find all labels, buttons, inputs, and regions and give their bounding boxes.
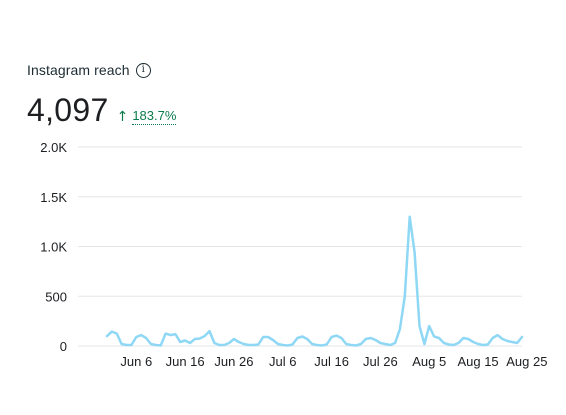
x-tick-label: Aug 25 xyxy=(506,354,547,369)
y-tick-label: 0 xyxy=(60,339,67,354)
chart-header: Instagram reach i xyxy=(27,62,151,78)
metric-summary: 4,097 ↑ 183.7% xyxy=(27,92,177,129)
y-tick-label: 500 xyxy=(45,289,67,304)
x-tick-label: Jun 6 xyxy=(120,354,152,369)
x-tick-label: Jun 26 xyxy=(214,354,253,369)
change-percentage[interactable]: 183.7% xyxy=(132,108,177,125)
x-tick-label: Jul 26 xyxy=(363,354,398,369)
x-tick-label: Aug 5 xyxy=(412,354,446,369)
series-layer xyxy=(105,215,524,347)
x-axis-ticks: Jun 6 Jun 16 Jun 26 Jul 6 Jul 16 Jul 26 Aug 5 A… xyxy=(120,354,547,369)
change-indicator: ↑ 183.7% xyxy=(117,109,177,125)
arrow-up-icon: ↑ xyxy=(116,109,129,125)
x-tick-label: Aug 15 xyxy=(457,354,498,369)
x-tick-label: Jul 6 xyxy=(269,354,296,369)
y-tick-label: 1.0K xyxy=(40,240,67,255)
y-axis-ticks: 2.0K 1.5K 1.0K 500 0 xyxy=(40,140,67,354)
x-tick-label: Jul 16 xyxy=(314,354,349,369)
grid-lines xyxy=(78,146,522,347)
y-tick-label: 2.0K xyxy=(40,140,67,155)
y-tick-label: 1.5K xyxy=(40,190,67,205)
chart-title: Instagram reach xyxy=(27,62,130,78)
info-icon[interactable]: i xyxy=(135,62,151,78)
metric-value: 4,097 xyxy=(27,92,109,128)
series-line xyxy=(105,215,524,347)
x-tick-label: Jun 16 xyxy=(166,354,205,369)
